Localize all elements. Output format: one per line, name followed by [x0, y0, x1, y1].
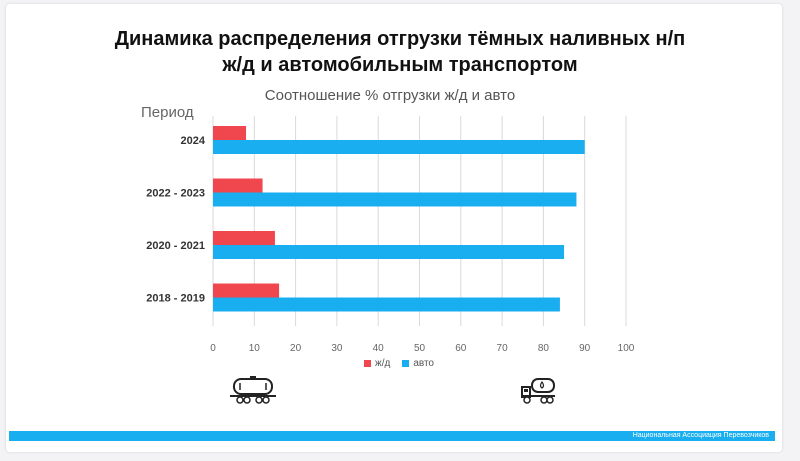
chart-title: Соотношение % отгрузки ж/д и авто [264, 87, 516, 104]
x-tick-label-20: 20 [290, 343, 302, 354]
x-tick-label-50: 50 [414, 343, 426, 354]
x-tick-label-60: 60 [455, 343, 467, 354]
bar-rail-3 [213, 283, 280, 298]
bar-auto-2 [213, 245, 565, 259]
x-tick-label-100: 100 [618, 343, 635, 354]
x-tick-label-90: 90 [579, 343, 591, 354]
rail-tank-car-icon [230, 376, 276, 404]
x-tick-label-10: 10 [249, 343, 261, 354]
footer-bar: Национальная Ассоциация Перевозчиков [9, 431, 775, 441]
category-label-1: 2022 - 2023 [146, 188, 205, 200]
x-tick-label-70: 70 [497, 343, 509, 354]
title-line-1: Динамика распределения отгрузки тёмных н… [114, 28, 686, 50]
slide-background [6, 4, 782, 452]
legend-item-auto: авто [402, 358, 434, 369]
tank-truck-icon [521, 378, 555, 404]
slide-title: Динамика распределения отгрузки тёмных н… [0, 26, 800, 78]
footer-text: Национальная Ассоциация Перевозчиков [632, 432, 769, 439]
legend-label-rail: ж/д [375, 358, 391, 369]
category-label-3: 2018 - 2019 [146, 293, 205, 305]
x-tick-label-30: 30 [331, 343, 343, 354]
bar-auto-3 [213, 297, 560, 312]
bar-rail-2 [213, 231, 275, 245]
chart-legend: ж/д авто [364, 358, 440, 369]
x-tick-label-0: 0 [210, 343, 216, 354]
bar-auto-0 [213, 140, 585, 154]
bar-rail-1 [213, 178, 263, 193]
bar-rail-0 [213, 126, 247, 140]
x-tick-label-80: 80 [538, 343, 550, 354]
legend-item-rail: ж/д [364, 358, 390, 369]
x-tick-label-40: 40 [373, 343, 385, 354]
category-label-2: 2020 - 2021 [146, 240, 205, 252]
category-label-0: 2024 [181, 135, 206, 147]
bar-auto-1 [213, 192, 577, 207]
title-line-2: ж/д и автомобильным транспортом [222, 54, 578, 76]
legend-label-auto: авто [413, 358, 434, 369]
legend-swatch-rail [364, 360, 371, 367]
legend-swatch-auto [402, 360, 410, 367]
y-axis-label: Период [141, 104, 194, 121]
